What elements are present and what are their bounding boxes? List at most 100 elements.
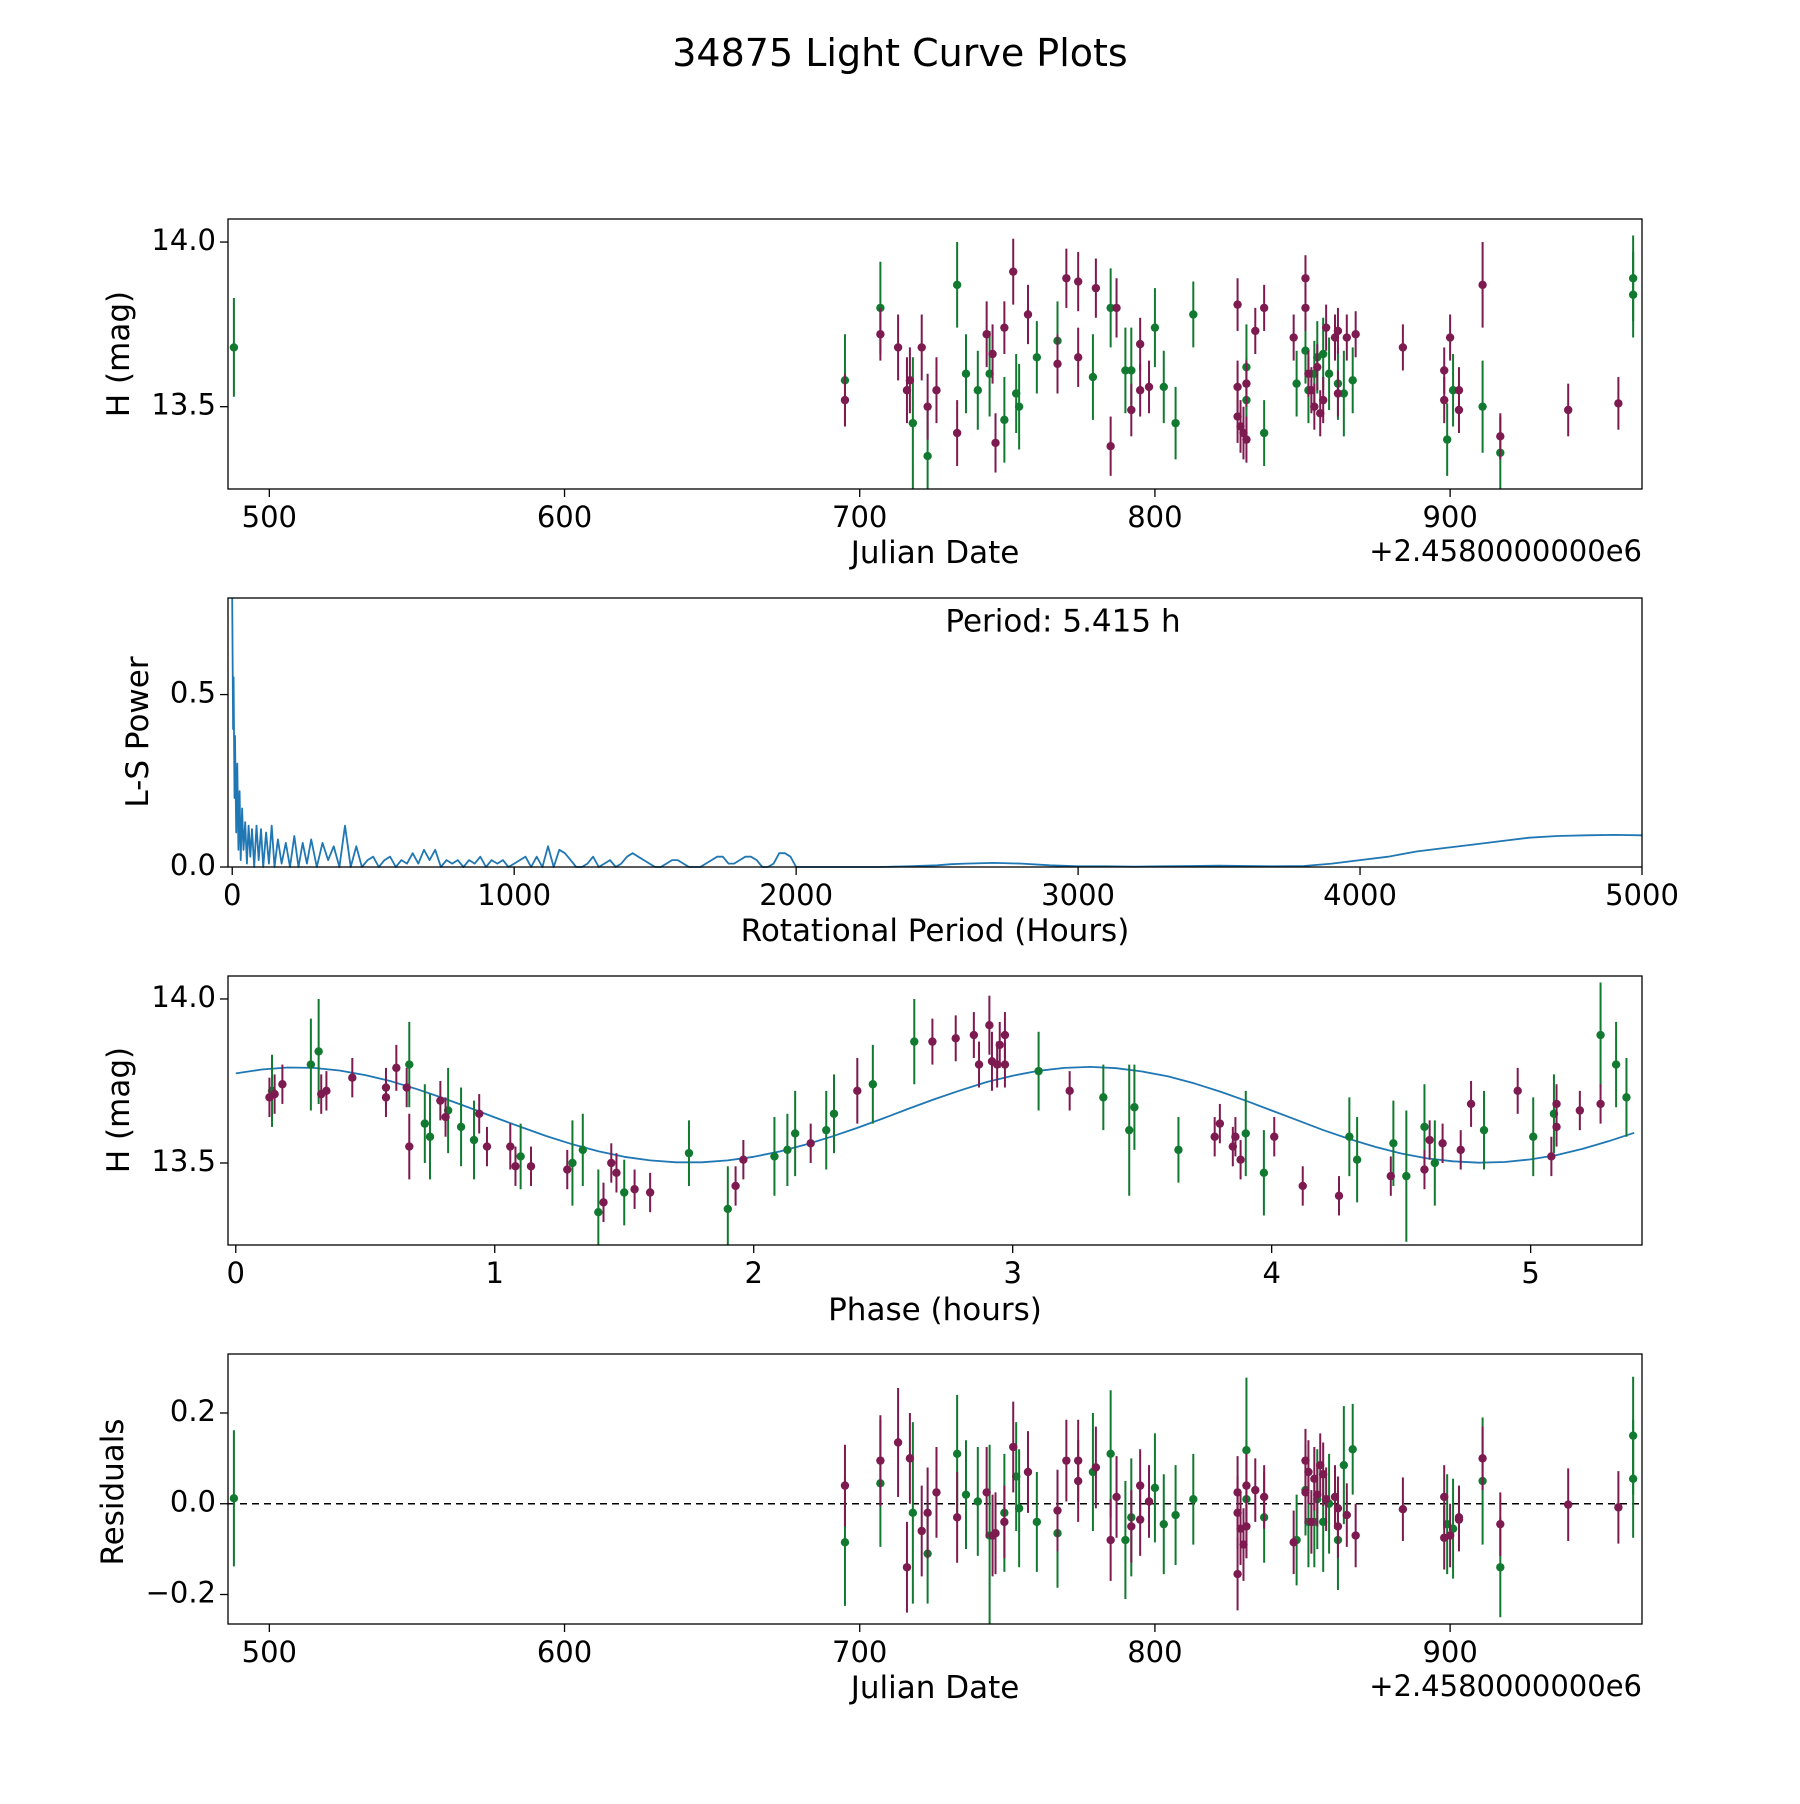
residuals-point-maroon [1333,1504,1343,1513]
residuals-point-maroon [905,1454,915,1463]
phased-light-curve-point-green [1611,1060,1621,1069]
phased-light-curve-point-green [620,1188,629,1197]
residuals-point-maroon [1053,1506,1062,1515]
residuals-point-green [229,1494,239,1503]
raw-light-curve-point-maroon [1091,283,1101,293]
residuals-point-maroon [1127,1522,1136,1531]
phased-light-curve-point-maroon [1298,1181,1307,1191]
residuals-point-maroon [1321,1495,1331,1504]
phased-light-curve-point-green [1622,1093,1631,1102]
residuals-ytick-label: −0.2 [146,1576,216,1610]
residuals-point-maroon [1000,1517,1009,1527]
residuals-point-maroon [1564,1500,1573,1509]
phased-light-curve-point-maroon [1210,1132,1219,1141]
phased-light-curve-frame [227,975,1643,1246]
raw-light-curve-point-maroon [1301,274,1310,283]
phased-light-curve-point-maroon [1575,1106,1585,1115]
residuals-ylabel: Residuals [95,1418,131,1565]
phased-light-curve-point-green [1529,1132,1538,1141]
raw-light-curve-point-green [1150,323,1160,332]
residuals-point-maroon [1289,1538,1298,1547]
raw-light-curve-point-maroon [1301,303,1310,313]
phased-light-curve-point-maroon [985,1021,994,1030]
raw-light-curve-point-maroon [1062,274,1071,283]
raw-light-curve-point-green [1106,303,1115,313]
phased-light-curve-point-maroon [563,1165,572,1174]
phased-light-curve-point-maroon [1228,1142,1238,1151]
residuals-ytick-label: 0.2 [170,1394,216,1428]
raw-light-curve-point-maroon [1144,382,1154,392]
raw-light-curve-point-green [1292,379,1301,388]
residuals-point-maroon [1351,1531,1360,1540]
phased-light-curve-point-maroon [1000,1030,1010,1040]
phased-light-curve-point-green [425,1132,435,1141]
raw-light-curve-point-maroon [1333,326,1343,336]
residuals-point-maroon [893,1438,903,1447]
residuals-point-maroon [991,1529,1000,1538]
residuals-point-maroon [1307,1517,1316,1527]
phased-light-curve-point-green [314,1047,323,1056]
raw-light-curve-point-maroon [1289,333,1298,342]
phased-light-curve-point-maroon [951,1034,960,1043]
raw-light-curve-point-green [973,386,983,395]
phased-light-curve-point-maroon [506,1142,515,1151]
phased-light-curve-point-maroon [441,1112,450,1122]
periodogram-frame [227,597,1643,868]
phased-light-curve-point-maroon [511,1162,520,1171]
residuals-xtick-label: 800 [1127,1635,1182,1669]
figure-title: 34875 Light Curve Plots [672,31,1127,75]
raw-light-curve-point-green [1000,415,1009,425]
raw-light-curve-ytick-label: 13.5 [151,388,216,422]
phased-light-curve-point-maroon [1000,1060,1010,1069]
phased-light-curve-point-maroon [599,1198,608,1207]
phased-light-curve-point-maroon [1596,1099,1605,1109]
phased-light-curve-point-maroon [607,1158,616,1168]
raw-light-curve-point-maroon [840,395,850,405]
residuals-xtick-label: 700 [832,1635,887,1669]
residuals-point-maroon [1135,1515,1145,1524]
phased-light-curve-point-maroon [1425,1135,1434,1145]
phased-light-curve-point-green [1420,1122,1429,1132]
residuals-point-maroon [1496,1519,1505,1529]
phased-light-curve-point-green [568,1158,577,1168]
phased-light-curve-point-green [578,1145,587,1155]
raw-light-curve-point-maroon [905,376,915,385]
phased-light-curve-point-green [1130,1103,1139,1112]
phased-light-curve-xtick-label: 5 [1521,1256,1539,1290]
phased-light-curve-point-maroon [1438,1139,1447,1148]
periodogram-plot-area [231,597,1643,868]
raw-light-curve-point-maroon [893,343,903,352]
phased-light-curve-point-maroon [1552,1122,1561,1132]
phased-light-curve-point-maroon [526,1162,536,1171]
periodogram-ylabel: L-S Power [120,656,156,807]
phased-light-curve-point-green [1241,1129,1250,1138]
phased-light-curve-xtick-label: 1 [486,1256,504,1290]
phased-light-curve-point-green [456,1122,466,1132]
phased-light-curve-point-green [1479,1125,1489,1135]
phased-light-curve-point-green [1099,1093,1108,1102]
residuals-point-maroon [1112,1492,1121,1502]
phased-light-curve-point-green [306,1060,316,1069]
raw-light-curve-point-maroon [1351,330,1360,339]
residuals-point-maroon [902,1563,912,1572]
raw-light-curve-point-maroon [1242,379,1251,388]
panel-raw-light-curve: 500 600 700 800 900 13.5 14.0 Julian Date H (m… [101,218,1643,571]
raw-light-curve-ylabel: H (mag) [101,291,137,417]
residuals-point-maroon [982,1488,991,1497]
raw-light-curve-point-maroon [1333,389,1343,398]
raw-light-curve-point-maroon [1073,353,1083,362]
raw-light-curve-point-maroon [982,330,991,339]
residuals-point-maroon [1062,1456,1071,1465]
raw-light-curve-point-green [1318,349,1328,359]
raw-light-curve-point-maroon [1251,326,1260,336]
raw-light-curve-plot-area [229,235,1638,489]
panel-residuals: 500 600 700 800 900 −0.2 0.0 0.2 Julian Date Re… [95,1353,1643,1706]
residuals-point-green [908,1508,918,1518]
periodogram-ytick-label: 0.5 [170,676,216,710]
raw-light-curve-point-maroon [1242,435,1251,444]
phased-fit-line [235,1066,1635,1164]
raw-light-curve-point-maroon [1135,386,1145,395]
raw-light-curve-point-maroon [876,330,885,339]
residuals-point-maroon [876,1456,885,1465]
residuals-offset-text: +2.4580000000e6 [1369,1669,1642,1703]
